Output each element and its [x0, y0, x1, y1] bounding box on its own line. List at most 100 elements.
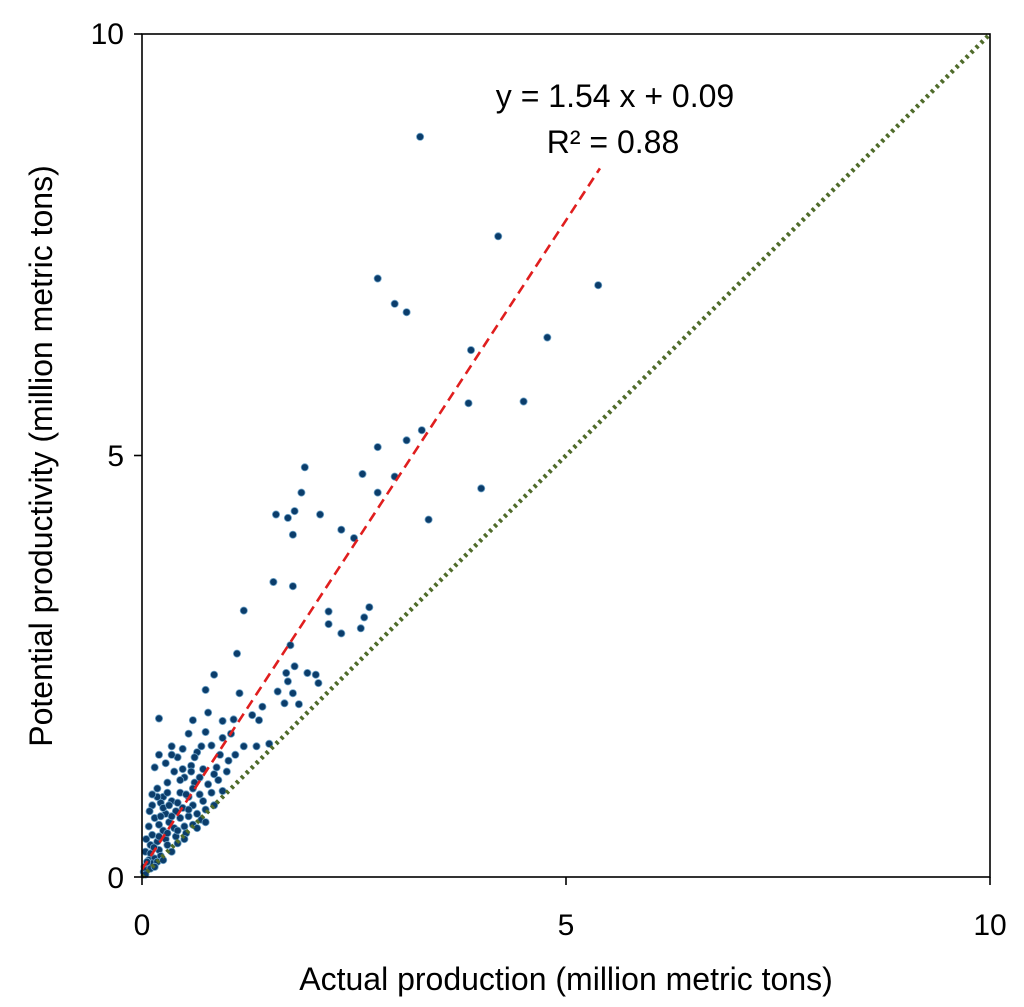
data-point-144	[176, 776, 185, 785]
data-point-45	[201, 685, 210, 694]
data-point-78	[204, 780, 213, 789]
data-point-36	[286, 641, 295, 650]
data-point-25	[288, 530, 297, 539]
data-point-51	[294, 700, 303, 709]
data-point-0	[416, 132, 425, 141]
data-point-167	[190, 753, 199, 762]
data-point-64	[224, 756, 233, 765]
data-point-141	[156, 812, 165, 821]
data-point-27	[269, 578, 278, 587]
data-point-154	[222, 767, 231, 776]
data-point-143	[163, 788, 172, 797]
data-point-137	[173, 798, 182, 807]
data-point-11	[402, 436, 411, 445]
data-point-32	[360, 613, 369, 622]
data-point-79	[153, 784, 162, 793]
data-point-155	[231, 750, 240, 759]
data-point-22	[316, 510, 325, 519]
data-point-66	[178, 744, 187, 753]
data-point-160	[173, 826, 182, 835]
data-point-20	[283, 513, 292, 522]
data-point-62	[207, 741, 216, 750]
data-point-68	[150, 763, 159, 772]
data-point-92	[218, 787, 227, 796]
y-tick-label-5: 5	[107, 440, 124, 473]
data-point-13	[300, 463, 309, 472]
data-point-30	[324, 607, 333, 616]
data-point-52	[248, 711, 257, 720]
data-point-101	[193, 809, 202, 818]
x-tick-label-0: 0	[134, 909, 151, 942]
data-points	[139, 132, 603, 879]
data-point-161	[184, 805, 193, 814]
data-point-75	[170, 767, 179, 776]
x-axis-title: Actual production (million metric tons)	[299, 961, 833, 997]
data-point-158	[204, 708, 213, 717]
data-point-59	[201, 728, 210, 737]
data-point-6	[543, 333, 552, 342]
data-point-7	[466, 346, 475, 355]
data-point-61	[184, 729, 193, 738]
data-point-54	[229, 715, 238, 724]
data-point-118	[163, 841, 172, 850]
data-point-23	[424, 515, 433, 524]
data-point-10	[417, 426, 426, 435]
data-point-39	[282, 669, 291, 678]
identity-line	[140, 32, 992, 879]
data-point-153	[214, 776, 223, 785]
data-point-14	[358, 469, 367, 478]
data-point-91	[207, 788, 216, 797]
y-axis-title: Potential productivity (million metric t…	[23, 165, 59, 747]
data-point-104	[148, 830, 157, 839]
data-point-47	[288, 689, 297, 698]
data-point-107	[180, 822, 189, 831]
data-point-37	[232, 649, 241, 658]
data-point-67	[167, 742, 176, 751]
data-point-145	[187, 767, 196, 776]
data-point-9	[519, 397, 528, 406]
data-point-50	[258, 702, 267, 711]
data-point-8	[464, 399, 473, 408]
data-point-165	[165, 801, 174, 810]
data-point-29	[239, 606, 248, 615]
data-point-150	[193, 824, 202, 833]
data-point-49	[280, 699, 289, 708]
data-point-5	[402, 308, 411, 317]
x-tick-label-10: 10	[973, 909, 1006, 942]
data-point-55	[154, 714, 163, 723]
data-point-42	[210, 670, 219, 679]
data-point-12	[373, 443, 382, 452]
data-point-44	[314, 679, 323, 688]
data-point-84	[195, 790, 204, 799]
data-point-74	[210, 770, 219, 779]
data-point-146	[167, 750, 176, 759]
data-point-3	[594, 281, 603, 290]
data-point-97	[154, 820, 163, 829]
data-point-69	[154, 750, 163, 759]
data-point-41	[311, 670, 320, 679]
regression-equation: y = 1.54 x + 0.09	[496, 78, 734, 114]
data-point-31	[365, 603, 374, 612]
data-point-28	[288, 582, 297, 591]
data-point-40	[303, 669, 312, 678]
data-point-18	[477, 484, 486, 493]
data-point-90	[199, 797, 208, 806]
data-point-60	[218, 733, 227, 742]
data-point-35	[337, 629, 346, 638]
data-point-38	[290, 662, 299, 671]
data-point-148	[145, 807, 154, 816]
data-point-1	[494, 232, 503, 241]
data-point-169	[212, 763, 221, 772]
data-point-2	[373, 274, 382, 283]
data-point-33	[324, 620, 333, 629]
r-squared-label: R² = 0.88	[547, 124, 680, 160]
data-point-100	[184, 812, 193, 821]
data-point-166	[178, 765, 187, 774]
x-tick-label-5: 5	[558, 909, 575, 942]
data-point-140	[195, 773, 204, 782]
data-point-34	[356, 624, 365, 633]
data-point-4	[390, 299, 399, 308]
axis-ticks	[134, 33, 991, 885]
y-tick-label-0: 0	[107, 862, 124, 895]
